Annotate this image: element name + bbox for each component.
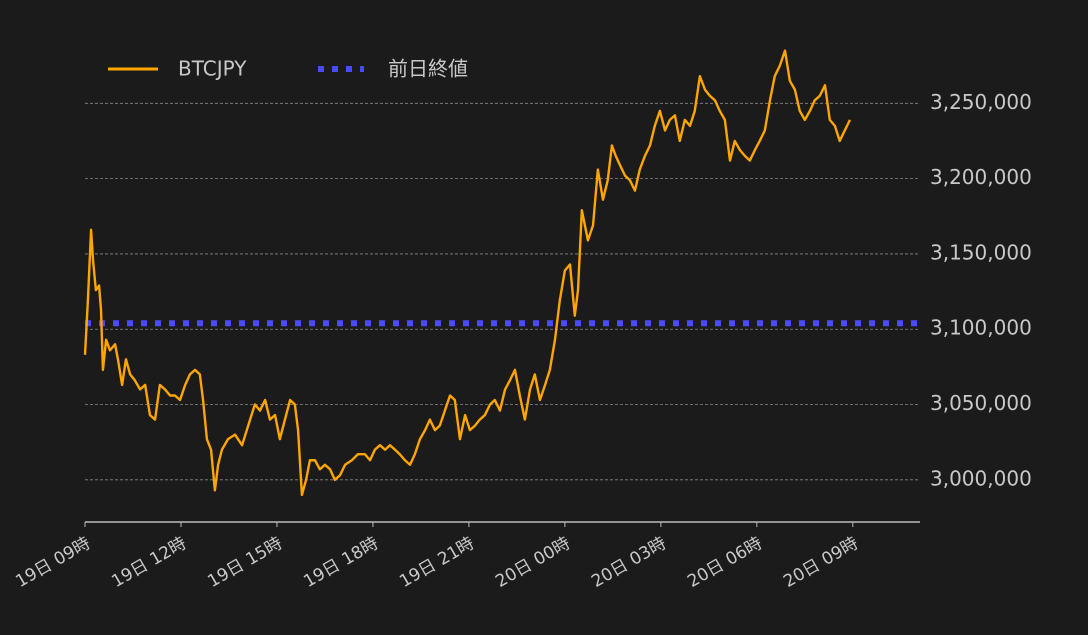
price-line: [83, 49, 852, 497]
legend-label: BTCJPY: [178, 57, 247, 81]
y-tick-label: 3,000,000: [930, 466, 1032, 490]
x-tick-label: 19日 12時: [108, 533, 190, 592]
x-tick-label: 20日 00時: [492, 533, 574, 592]
y-tick-label: 3,150,000: [930, 240, 1032, 264]
x-tick-label: 19日 21時: [396, 533, 478, 592]
y-tick-label: 3,250,000: [930, 90, 1032, 114]
x-tick-label: 19日 15時: [204, 533, 286, 592]
y-tick-label: 3,050,000: [930, 391, 1032, 415]
legend-label: 前日終値: [388, 57, 468, 81]
x-tick-label: 20日 06時: [684, 533, 766, 592]
y-tick-label: 3,200,000: [930, 165, 1032, 189]
x-tick-label: 20日 03時: [588, 533, 670, 592]
y-tick-label: 3,100,000: [930, 316, 1032, 340]
x-tick-label: 19日 18時: [300, 533, 382, 592]
x-tick-label: 20日 09時: [780, 533, 862, 592]
x-tick-label: 19日 09時: [12, 533, 94, 592]
